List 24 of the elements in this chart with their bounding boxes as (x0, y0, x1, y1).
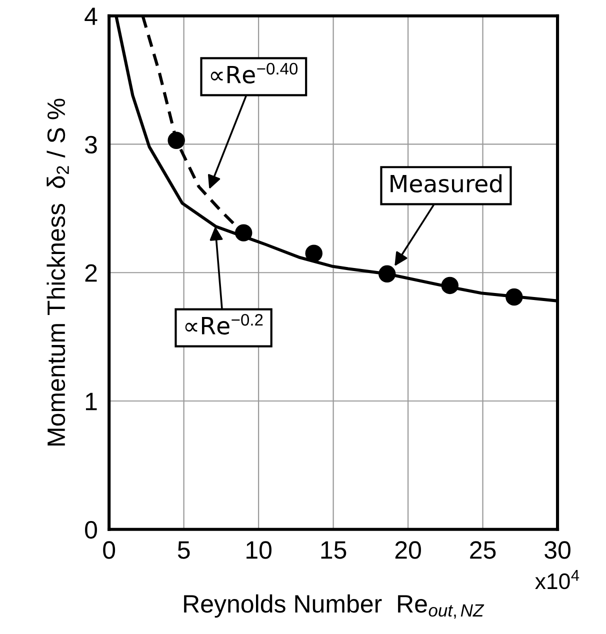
y-tick-label: 3 (85, 136, 97, 154)
y-tick-label: 2 (85, 264, 97, 282)
x-tick-label: 5 (178, 541, 190, 559)
annotation: ∝Re$^{−0.40}$ (210, 62, 298, 84)
x-axis-title: Reynolds Number Re$_{out,NZ}$ (184, 594, 484, 619)
point (506, 288, 523, 306)
x-tick-label: 25 (470, 541, 496, 559)
point (305, 244, 322, 262)
point (235, 224, 252, 242)
y-axis-title: Momentum Thickness δ$_{2}$ / S % (46, 98, 69, 446)
annotation: Measured (390, 174, 502, 192)
x-tick-label: 20 (395, 541, 421, 559)
annotation: ∝Re$^{−0.2}$ (185, 314, 263, 335)
text: x10$^{4}$ (535, 570, 580, 590)
x-tick-label: 30 (544, 541, 570, 559)
y-tick-label: 1 (86, 392, 97, 410)
x-tick-label: 10 (246, 541, 272, 559)
y-tick-label: 4 (84, 8, 98, 25)
y-tick-label: 0 (85, 520, 97, 539)
point (378, 265, 396, 283)
point (441, 276, 459, 294)
x-tick-label: 15 (321, 541, 346, 559)
x-tick-label: 0 (103, 541, 116, 559)
point (168, 132, 185, 149)
